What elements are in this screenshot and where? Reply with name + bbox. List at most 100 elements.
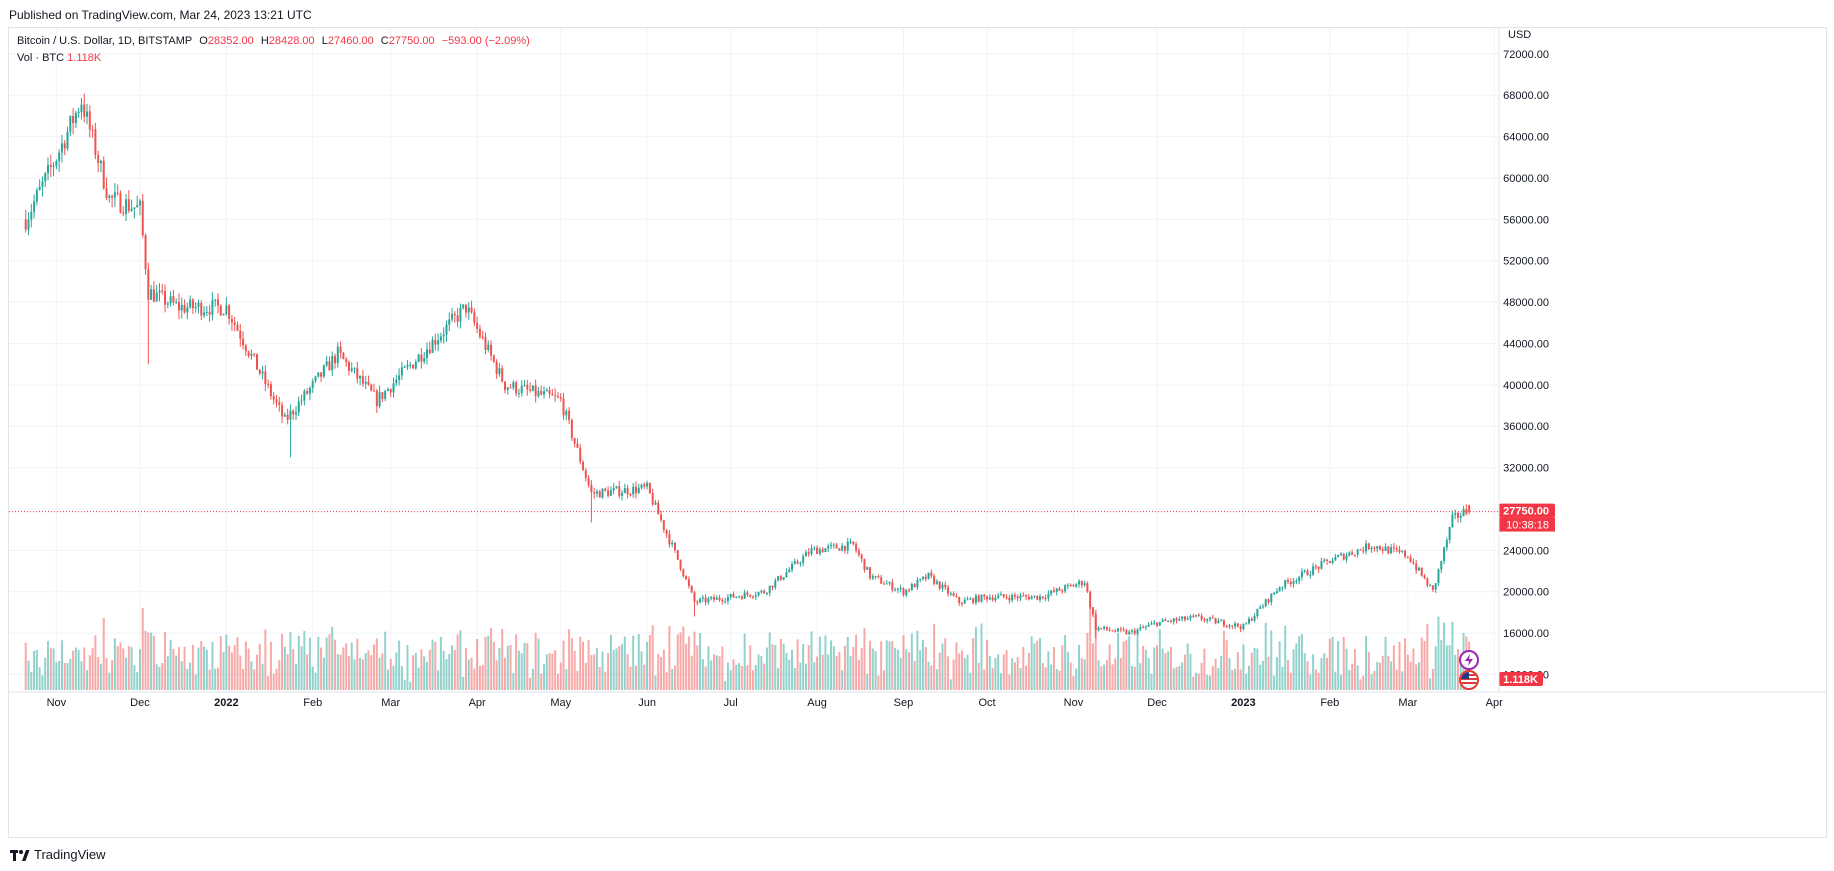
volume-bar [275,668,278,690]
candle-body [885,583,888,585]
candle-body [300,400,303,402]
candle-body [1359,549,1362,551]
countdown-label: 10:38:18 [1506,520,1549,532]
candle-body [1186,618,1189,620]
candle-body [269,384,272,397]
volume-bar [359,657,362,690]
volume-bar [888,641,891,690]
candle-body [1044,598,1047,600]
chart-frame [8,27,1827,838]
candle-body [398,375,401,380]
candle-body [133,207,136,209]
volume-bar [1222,630,1225,690]
candle-body [490,344,493,356]
volume-bar [894,647,897,690]
volume-bar [746,665,749,690]
candle-body [334,356,337,364]
volume-bar [1228,658,1231,690]
candle-body [484,337,487,350]
volume-bar [693,631,696,690]
volume-bar [1342,636,1345,690]
volume-bar [1072,676,1075,690]
volume-bar [370,655,373,690]
volume-bar [99,663,102,690]
volume-bar [651,625,654,690]
volume-bar [286,653,289,690]
volume-bar [551,653,554,690]
candle-body [44,173,47,182]
volume-bar [899,657,902,690]
volume-bar [1437,616,1440,690]
volume-bar [487,635,490,690]
candle-body [997,595,1000,598]
candle-body [947,587,950,594]
volume-bar [704,666,707,690]
candle-body [1225,625,1228,627]
volume-bar [58,660,61,690]
candle-body [710,596,713,599]
volume-bar [105,657,108,690]
volume-bar [314,672,317,690]
volume-bar [1069,662,1072,690]
candle-body [838,548,841,551]
candle-body [1036,595,1039,600]
volume-bar [921,639,924,690]
candle-body [278,402,281,405]
candle-body [880,577,883,584]
volume-bar [1440,640,1443,690]
lightning-event-icon[interactable] [1459,650,1479,670]
volume-bar [130,646,133,690]
candle-body [1267,599,1270,603]
candle-body [646,482,649,487]
volume-bar [484,636,487,690]
candle-body [944,584,947,588]
candle-body [1150,623,1153,625]
volume-bar [1287,660,1290,690]
volume-bar [1044,667,1047,690]
volume-bar [77,649,80,690]
price-axis-label: 56000.00 [1503,214,1549,226]
candle-body [1275,591,1278,594]
volume-bar [175,655,178,690]
candle-body [141,200,144,236]
us-flag-event-icon[interactable] [1459,670,1479,690]
candle-body [693,592,696,602]
candle-body [1011,594,1014,601]
volume-bar [177,647,180,690]
candle-body [1013,594,1016,597]
time-axis-label: Apr [469,697,486,709]
candle-body [272,396,275,400]
volume-bar [1312,654,1315,690]
candle-body [609,490,612,496]
candle-body [1401,550,1404,552]
candle-body [166,303,169,305]
candle-body [1415,563,1418,571]
candle-body [1245,623,1248,625]
volume-bar [292,648,295,690]
candle-body [595,491,598,494]
candle-body [802,556,805,564]
candle-body [562,398,565,416]
candle-body [122,212,125,214]
price-axis-label: 48000.00 [1503,297,1549,309]
volume-bar [152,635,155,690]
volume-bar [283,646,286,690]
candle-body [1039,596,1042,600]
volume-bar [752,670,754,690]
candle-body [913,584,916,588]
candle-body [113,192,116,198]
candle-body [1289,581,1292,585]
volume-bar [1175,667,1178,690]
candle-body [1228,625,1231,627]
candle-body [888,582,891,584]
volume-bar [1295,643,1298,690]
candle-body [1075,584,1078,587]
volume-bar [1039,637,1042,690]
candle-body [660,514,663,521]
volume-legend-label: Vol · BTC [17,52,65,64]
volume-bar [1117,632,1120,690]
candle-body [512,382,515,388]
volume-bar [1061,645,1064,690]
candle-body [673,543,676,550]
